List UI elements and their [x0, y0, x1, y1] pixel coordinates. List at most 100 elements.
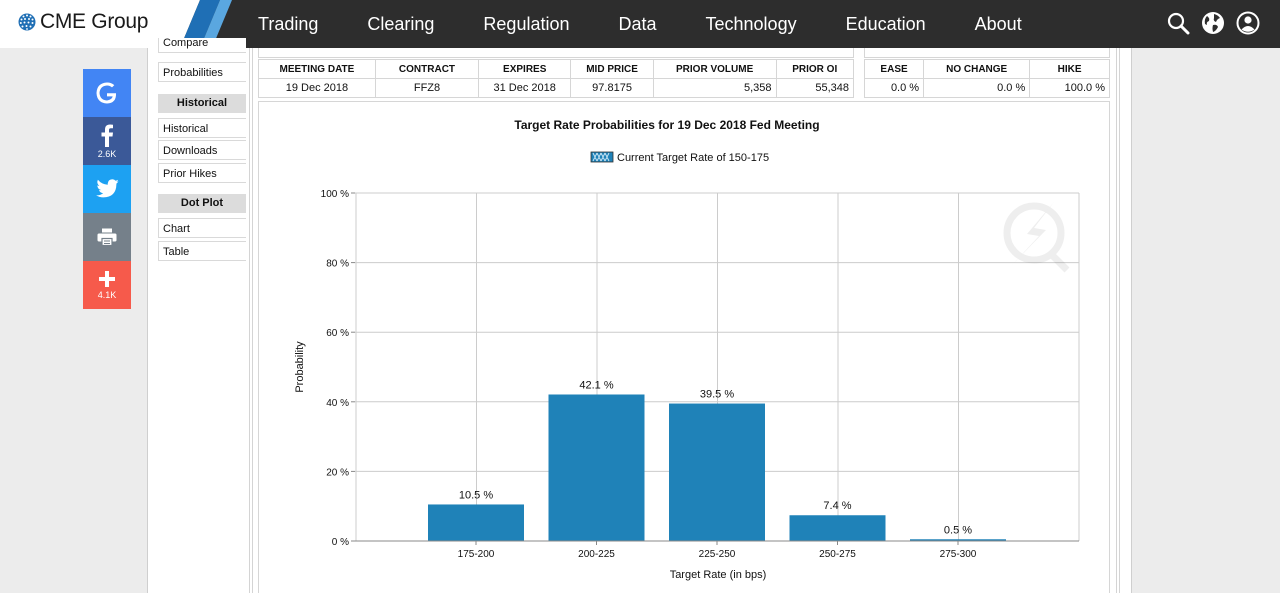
header-hike: HIKE: [1029, 59, 1110, 79]
table-row: 19 Dec 2018 FFZ8 31 Dec 2018 97.8175 5,3…: [258, 78, 854, 98]
probability-chart-panel: Target Rate Probabilities for 19 Dec 201…: [258, 101, 1110, 593]
facebook-share-button[interactable]: 2.6K: [83, 117, 131, 165]
y-tick-label: 0 %: [332, 537, 349, 548]
main-nav: Trading Clearing Regulation Data Technol…: [258, 0, 1071, 48]
header-no-change: NO CHANGE: [923, 59, 1031, 79]
chart-bars: 10.5 % 42.1 % 39.5 % 7.4 % 0.5 %: [428, 379, 1006, 541]
cell-hike: 100.0 %: [1029, 78, 1110, 98]
legend-swatch-pattern: [592, 152, 610, 162]
header-ease: EASE: [863, 59, 925, 79]
bar-250-275[interactable]: [789, 515, 886, 541]
cell-prior-oi: 55,348: [775, 78, 854, 98]
cell-contract: FFZ8: [374, 78, 480, 98]
meeting-table-header-row: MEETING DATE CONTRACT EXPIRES MID PRICE …: [258, 59, 854, 79]
meeting-table-panel-edge: [258, 48, 854, 58]
y-tick-label: 60 %: [326, 328, 349, 339]
bar-175-200[interactable]: [428, 504, 524, 541]
twitter-icon: [96, 179, 119, 198]
x-tick-label: 175-200: [458, 549, 495, 560]
sidebar-heading-historical: Historical: [158, 94, 246, 113]
user-icon[interactable]: [1236, 11, 1260, 35]
more-share-button[interactable]: 4.1K: [83, 261, 131, 309]
bar-200-225[interactable]: [548, 394, 645, 541]
chart-legend: Current Target Rate of 150-175: [590, 151, 769, 164]
cell-ease: 0.0 %: [863, 78, 925, 98]
legend-label: Current Target Rate of 150-175: [617, 152, 769, 164]
cell-no-change: 0.0 %: [923, 78, 1031, 98]
y-tick-label: 40 %: [326, 398, 349, 409]
cme-logo[interactable]: CME Group: [18, 10, 148, 34]
header-expires: EXPIRES: [478, 59, 572, 79]
x-axis-ticks: 175-200 200-225 225-250 250-275 275-300: [355, 540, 1079, 560]
nav-trading[interactable]: Trading: [258, 13, 319, 34]
cell-prior-volume: 5,358: [652, 78, 777, 98]
header-contract: CONTRACT: [374, 59, 480, 79]
globe-logo-icon: [18, 13, 36, 31]
facebook-share-count: 2.6K: [97, 149, 117, 159]
cell-mid-price: 97.8175: [570, 78, 654, 98]
globe-icon[interactable]: [1201, 11, 1225, 35]
nav-about[interactable]: About: [974, 13, 1022, 34]
header-prior-volume: PRIOR VOLUME: [652, 59, 777, 79]
print-button[interactable]: [83, 213, 131, 261]
chart-title: Target Rate Probabilities for 19 Dec 201…: [514, 118, 819, 132]
print-icon: [97, 228, 117, 246]
x-axis-label: Target Rate (in bps): [670, 569, 767, 581]
x-tick-label: 200-225: [578, 549, 615, 560]
social-share-bar: 2.6K 4.1K: [83, 69, 131, 309]
sidebar-link-table[interactable]: Table: [158, 241, 246, 261]
bar-225-250[interactable]: [669, 403, 765, 541]
nav-education[interactable]: Education: [845, 13, 926, 34]
cell-expires: 31 Dec 2018: [478, 78, 572, 98]
prob-table-header-row: EASE NO CHANGE HIKE: [863, 59, 1110, 79]
bar-value-label: 10.5 %: [459, 489, 493, 501]
google-icon: [96, 82, 117, 104]
bar-value-label: 39.5 %: [700, 389, 734, 401]
twitter-share-button[interactable]: [83, 165, 131, 213]
content-right-divider: [1116, 48, 1117, 593]
sidebar-link-downloads[interactable]: Downloads: [158, 140, 246, 160]
content-right-divider-2: [1119, 48, 1120, 593]
header-mid-price: MID PRICE: [570, 59, 654, 79]
nav-data[interactable]: Data: [618, 13, 657, 34]
table-row: 0.0 % 0.0 % 100.0 %: [863, 78, 1110, 98]
cme-fedwatch-watermark: [1003, 202, 1070, 273]
nav-technology[interactable]: Technology: [705, 13, 797, 34]
probability-table: EASE NO CHANGE HIKE 0.0 % 0.0 % 100.0 %: [863, 59, 1110, 98]
facebook-icon: [101, 124, 113, 147]
sidebar-divider-2: [252, 48, 253, 593]
bar-value-label: 7.4 %: [823, 500, 851, 512]
sidebar-link-compare[interactable]: Compare: [158, 38, 246, 53]
google-share-button[interactable]: [83, 69, 131, 117]
sidebar-divider: [249, 48, 250, 593]
legend-swatch: [590, 151, 614, 163]
nav-icons: [1166, 11, 1260, 35]
meeting-info-table: MEETING DATE CONTRACT EXPIRES MID PRICE …: [258, 59, 854, 98]
x-tick-label: 275-300: [940, 549, 977, 560]
sidebar-link-probabilities[interactable]: Probabilities: [158, 62, 246, 82]
probability-bar-chart: Target Rate Probabilities for 19 Dec 201…: [294, 118, 1080, 581]
sidebar-link-historical[interactable]: Historical: [158, 118, 246, 138]
header-meeting-date: MEETING DATE: [258, 59, 376, 79]
nav-clearing[interactable]: Clearing: [367, 13, 435, 34]
brand-name: CME Group: [40, 10, 149, 33]
bar-value-label: 0.5 %: [944, 524, 972, 536]
nav-regulation[interactable]: Regulation: [483, 13, 570, 34]
sidebar-heading-dot-plot: Dot Plot: [158, 194, 246, 213]
sidebar-link-prior-hikes[interactable]: Prior Hikes: [158, 163, 246, 183]
sidebar-link-chart[interactable]: Chart: [158, 218, 246, 238]
x-tick-label: 225-250: [699, 549, 736, 560]
y-axis-label: Probability: [294, 341, 306, 393]
bar-275-300[interactable]: [910, 539, 1006, 541]
y-tick-label: 100 %: [321, 189, 349, 200]
logo-area: CME Group: [0, 0, 180, 48]
y-tick-label: 20 %: [326, 467, 349, 478]
search-icon[interactable]: [1166, 11, 1190, 35]
y-axis-ticks: 0 % 20 % 40 % 60 % 80 % 100 %: [321, 189, 355, 548]
prob-table-panel-edge: [864, 48, 1110, 58]
header-prior-oi: PRIOR OI: [775, 59, 854, 79]
logo-stripe-decoration: [168, 0, 232, 48]
y-tick-label: 80 %: [326, 259, 349, 270]
x-tick-label: 250-275: [819, 549, 856, 560]
bar-value-label: 42.1 %: [579, 379, 613, 391]
